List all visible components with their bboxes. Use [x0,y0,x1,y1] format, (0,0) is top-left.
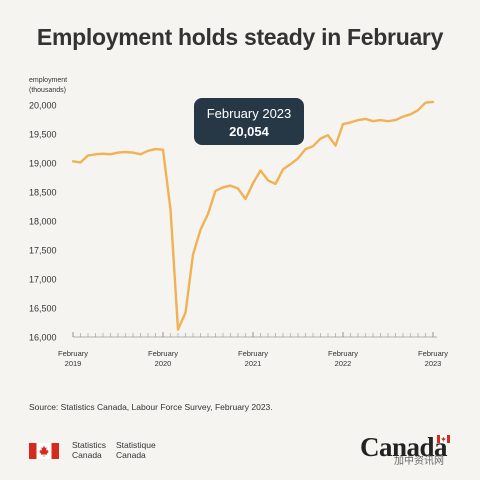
x-axis-labels: February2019February2020February2021Febr… [58,332,448,368]
agency-name-en: Statistics Canada [72,440,107,460]
y-tick-label: 16,000 [29,333,57,343]
callout-february-2023: February 2023 20,054 [194,98,304,145]
callout-box [194,98,304,145]
y-axis-label-line: employment [29,77,67,84]
y-tick-label: 17,500 [29,246,57,256]
source-note: Source: Statistics Canada, Labour Force … [29,402,273,412]
x-tick-label: February [328,349,358,358]
agency-name-fr: Statistique Canada [116,440,156,460]
canada-wordmark: Canada [360,432,448,462]
callout-label: February 2023 [207,106,292,121]
watermark-text: 加中资讯网 [394,456,444,467]
y-tick-label: 17,000 [29,275,57,285]
x-tick-label: 2023 [425,359,442,368]
x-tick-label: 2020 [155,359,172,368]
y-tick-label: 19,000 [29,159,57,169]
x-tick-label: 2021 [245,359,262,368]
y-axis-label: employment (thousands) [29,77,67,94]
y-axis: 16,000 16,500 17,000 17,500 18,000 18,500 19,0… [29,101,57,343]
y-tick-label: 18,000 [29,217,57,227]
x-tick-label: 2019 [65,359,82,368]
x-tick-label: February [58,349,88,358]
y-tick-label: 20,000 [29,101,57,111]
x-tick-label: 2022 [335,359,352,368]
callout-value: 20,054 [229,124,270,139]
series-line-employment [71,100,435,331]
x-tick-label: February [238,349,268,358]
y-tick-label: 16,500 [29,304,57,314]
chart-title: Employment holds steady in February [36,24,444,50]
x-tick-label: February [418,349,448,358]
canada-flag-icon [29,443,59,459]
x-tick-label: February [148,349,178,358]
footer: Statistics Canada Statistique Canada Can… [0,430,480,480]
y-axis-label-line: (thousands) [29,87,66,94]
wordmark-flag-icon [437,435,450,443]
y-tick-label: 19,500 [29,130,57,140]
y-tick-label: 18,500 [29,188,57,198]
x-axis-minor-ticks [72,333,434,337]
